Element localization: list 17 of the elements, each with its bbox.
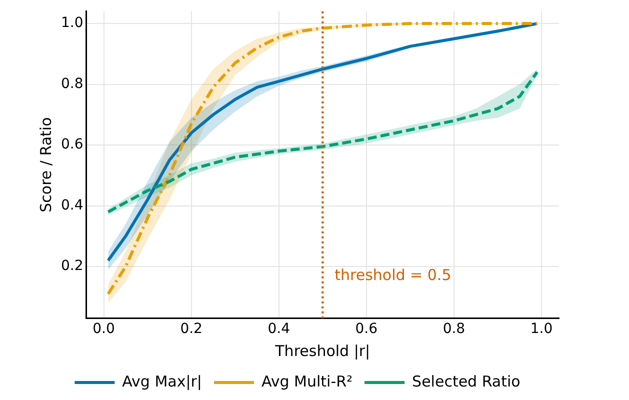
y-tick-label: 0.8 xyxy=(61,76,84,92)
x-tick-label: 0.6 xyxy=(355,321,378,338)
legend-label: Selected Ratio xyxy=(412,372,520,390)
y-tick-label: 0.6 xyxy=(61,136,84,153)
y-axis-title: Score / Ratio xyxy=(36,117,55,212)
x-axis-title: Threshold |r| xyxy=(274,342,370,360)
ref-line-label: threshold = 0.5 xyxy=(334,266,452,284)
legend-label: Avg Max|r| xyxy=(122,372,202,390)
x-tick-label: 0.2 xyxy=(180,321,202,338)
y-tick-label: 0.4 xyxy=(61,197,84,214)
x-tick-label: 1.0 xyxy=(530,321,553,338)
x-tick-label: 0.8 xyxy=(442,321,466,338)
y-tick-label: 1.0 xyxy=(61,15,84,32)
x-tick-label: 0.4 xyxy=(268,321,290,338)
x-tick-label: 0.0 xyxy=(92,321,115,338)
legend-label: Avg Multi-R² xyxy=(261,372,353,390)
y-tick-label: 0.2 xyxy=(61,258,84,274)
